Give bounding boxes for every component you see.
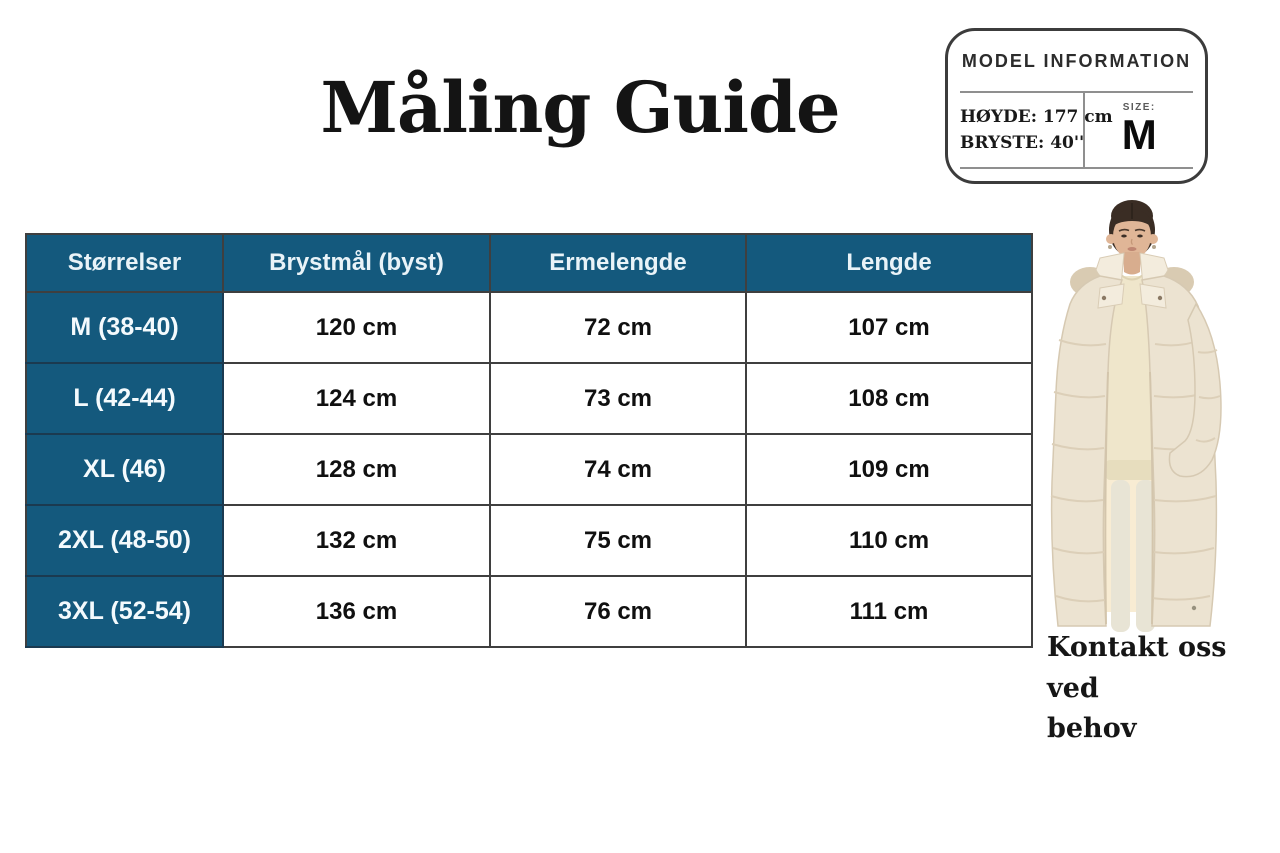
cell-chest: 136 cm — [222, 575, 491, 648]
cell-sleeve: 75 cm — [489, 504, 747, 577]
model-photo — [1050, 200, 1222, 632]
model-height: HØYDE: 177 cm — [960, 106, 1113, 127]
divider — [1083, 93, 1086, 167]
earring — [1108, 245, 1112, 249]
table-row: M (38-40) 120 cm 72 cm 107 cm — [25, 291, 1033, 364]
cell-length: 109 cm — [745, 433, 1033, 506]
table-row: 2XL (48-50) 132 cm 75 cm 110 cm — [25, 504, 1033, 577]
cell-sleeve: 72 cm — [489, 291, 747, 364]
cell-length: 107 cm — [745, 291, 1033, 364]
table-row: 3XL (52-54) 136 cm 76 cm 111 cm — [25, 575, 1033, 648]
table-row: L (42-44) 124 cm 73 cm 108 cm — [25, 362, 1033, 435]
cell-sleeve: 73 cm — [489, 362, 747, 435]
cell-sleeve: 76 cm — [489, 575, 747, 648]
divider — [960, 167, 1193, 169]
col-header-sleeve: Ermelengde — [489, 233, 747, 293]
cell-size: 3XL (52-54) — [25, 575, 224, 648]
contact-note-line: behov — [1047, 713, 1137, 744]
cell-length: 108 cm — [745, 362, 1033, 435]
model-info-header: MODEL INFORMATION — [961, 50, 1192, 71]
cell-size: XL (46) — [25, 433, 224, 506]
contact-note: Kontakt oss ved behov — [1047, 628, 1280, 750]
col-header-sizes: Størrelser — [25, 233, 224, 293]
model-info-body: HØYDE: 177 cm BRYSTE: 40'' SIZE: M — [960, 93, 1193, 167]
cell-length: 110 cm — [745, 504, 1033, 577]
contact-note-line: Kontakt oss ved — [1047, 632, 1227, 704]
cell-chest: 132 cm — [222, 504, 491, 577]
cell-length: 111 cm — [745, 575, 1033, 648]
cell-chest: 128 cm — [222, 433, 491, 506]
size-label: SIZE: — [1122, 102, 1156, 114]
cell-chest: 120 cm — [222, 291, 491, 364]
page-title: Måling Guide — [320, 66, 841, 149]
table-header-row: Størrelser Brystmål (byst) Ermelengde Le… — [25, 233, 1033, 293]
model-information-card: MODEL INFORMATION HØYDE: 177 cm BRYSTE: … — [945, 28, 1208, 184]
model-measurements: HØYDE: 177 cm BRYSTE: 40'' — [960, 93, 1113, 167]
size-table: Størrelser Brystmål (byst) Ermelengde Le… — [25, 233, 1033, 648]
divider — [960, 91, 1193, 93]
size-value: M — [1121, 111, 1157, 159]
table-row: XL (46) 128 cm 74 cm 109 cm — [25, 433, 1033, 506]
earring — [1152, 245, 1156, 249]
model-chest: BRYSTE: 40'' — [960, 133, 1085, 153]
cell-chest: 124 cm — [222, 362, 491, 435]
col-header-length: Lengde — [745, 233, 1033, 293]
model-size-cell: SIZE: M — [1085, 93, 1193, 167]
model-figure — [1050, 200, 1222, 632]
cell-size: 2XL (48-50) — [25, 504, 224, 577]
cell-size: M (38-40) — [25, 291, 224, 364]
cell-size: L (42-44) — [25, 362, 224, 435]
col-header-chest: Brystmål (byst) — [222, 233, 491, 293]
quilting-lines — [1050, 339, 1217, 603]
cell-sleeve: 74 cm — [489, 433, 747, 506]
